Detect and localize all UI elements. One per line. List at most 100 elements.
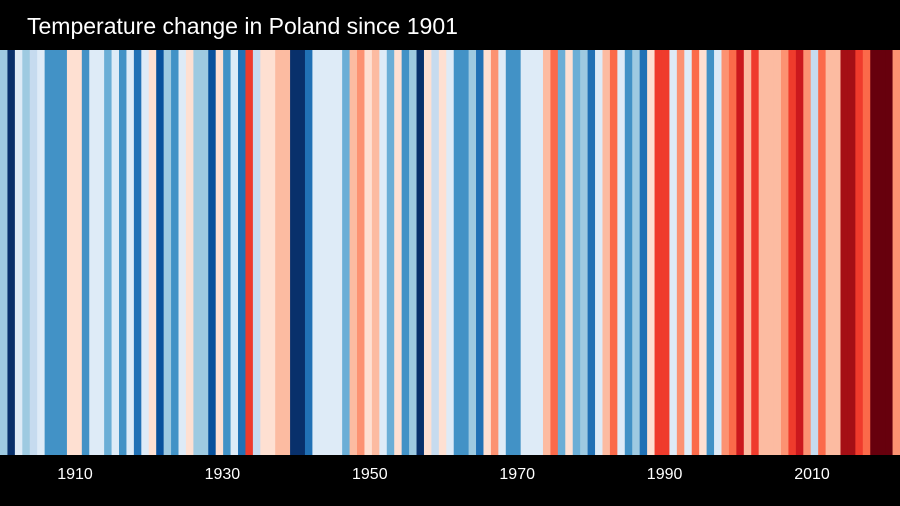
stripe-1962: [453, 50, 462, 455]
stripe-1969: [505, 50, 514, 455]
x-axis: 1910 1930 1950 1970 1990 2010: [0, 455, 900, 506]
stripe-1999: [728, 50, 737, 455]
stripe-2001: [743, 50, 752, 455]
stripe-1940: [290, 50, 299, 455]
x-tick-label: 1990: [646, 466, 683, 483]
x-tick-label: 1970: [499, 466, 535, 483]
stripe-2020: [885, 50, 894, 455]
stripe-2007: [788, 50, 797, 455]
stripe-1945: [327, 50, 336, 455]
stripe-1924: [171, 50, 180, 455]
stripe-1991: [669, 50, 678, 455]
stripe-1960: [438, 50, 447, 455]
stripe-1979: [580, 50, 589, 455]
stripe-1972: [528, 50, 537, 455]
stripe-1927: [193, 50, 202, 455]
stripe-1928: [200, 50, 209, 455]
stripe-1948: [349, 50, 358, 455]
stripe-1907: [44, 50, 53, 455]
stripe-1994: [691, 50, 700, 455]
stripe-1953: [386, 50, 395, 455]
stripe-1963: [461, 50, 470, 455]
stripe-1922: [156, 50, 165, 455]
stripe-1939: [282, 50, 291, 455]
stripe-1932: [230, 50, 239, 455]
stripe-1978: [572, 50, 581, 455]
stripe-1947: [342, 50, 351, 455]
stripe-1993: [684, 50, 693, 455]
stripe-1954: [394, 50, 403, 455]
stripe-1933: [238, 50, 247, 455]
stripe-2015: [847, 50, 856, 455]
stripe-2002: [751, 50, 760, 455]
stripe-2005: [773, 50, 782, 455]
stripe-2013: [833, 50, 842, 455]
stripe-1908: [52, 50, 61, 455]
x-tick-label: 1910: [57, 466, 93, 483]
stripe-1980: [587, 50, 596, 455]
stripe-1943: [312, 50, 321, 455]
stripe-1998: [721, 50, 730, 455]
stripe-1964: [468, 50, 477, 455]
stripe-1981: [595, 50, 604, 455]
stripe-1975: [550, 50, 559, 455]
stripe-1942: [304, 50, 313, 455]
stripe-1976: [557, 50, 566, 455]
stripe-1989: [654, 50, 663, 455]
stripe-1983: [609, 50, 618, 455]
stripe-1990: [661, 50, 671, 455]
stripe-1957: [416, 50, 425, 455]
stripe-1950: [364, 50, 373, 455]
stripe-1909: [59, 50, 68, 455]
stripe-1986: [632, 50, 641, 455]
stripe-1987: [639, 50, 648, 455]
stripe-1914: [96, 50, 105, 455]
stripe-1938: [275, 50, 284, 455]
stripe-1988: [647, 50, 656, 455]
stripe-2017: [862, 50, 871, 455]
stripe-2006: [780, 50, 790, 455]
stripe-1982: [602, 50, 611, 455]
stripe-1974: [542, 50, 552, 455]
stripe-2012: [825, 50, 834, 455]
stripe-1923: [163, 50, 172, 455]
chart-title: Temperature change in Poland since 1901: [27, 13, 458, 39]
stripe-1902: [7, 50, 16, 455]
stripe-2003: [758, 50, 767, 455]
stripe-1904: [22, 50, 31, 455]
stripe-1952: [379, 50, 388, 455]
stripe-1929: [208, 50, 217, 455]
stripe-1906: [37, 50, 46, 455]
stripe-1911: [74, 50, 83, 455]
stripe-2011: [818, 50, 827, 455]
stripe-1936: [260, 50, 269, 455]
stripe-1944: [319, 50, 328, 455]
stripe-1903: [14, 50, 23, 455]
stripe-1910: [66, 50, 75, 455]
stripe-1961: [446, 50, 455, 455]
x-tick-label: 1930: [204, 466, 241, 483]
stripe-1984: [617, 50, 626, 455]
stripe-1937: [267, 50, 276, 455]
stripe-1967: [490, 50, 499, 455]
stripes-plot: [0, 50, 900, 455]
stripe-1951: [371, 50, 380, 455]
stripe-1956: [409, 50, 418, 455]
stripe-1995: [699, 50, 708, 455]
stripe-1919: [133, 50, 142, 455]
stripe-1968: [498, 50, 507, 455]
stripe-1931: [223, 50, 232, 455]
stripe-2021: [892, 50, 900, 455]
x-tick-label: 2010: [794, 466, 830, 483]
stripe-2008: [795, 50, 804, 455]
stripe-1941: [297, 50, 306, 455]
stripe-1959: [431, 50, 440, 455]
stripe-1955: [401, 50, 410, 455]
stripe-1977: [565, 50, 574, 455]
stripe-1925: [178, 50, 187, 455]
stripe-2014: [840, 50, 849, 455]
stripe-1949: [357, 50, 366, 455]
stripe-1918: [126, 50, 135, 455]
stripe-1921: [148, 50, 157, 455]
